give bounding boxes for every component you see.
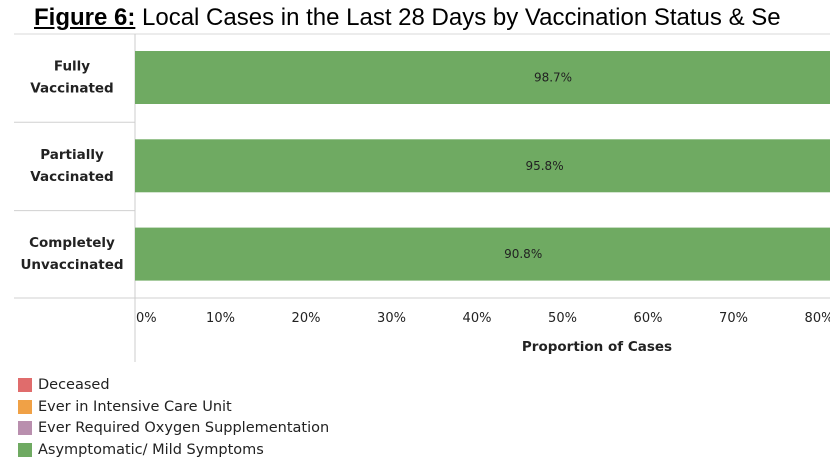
legend-label: Ever Required Oxygen Supplementation (38, 420, 330, 437)
x-tick-label: 80% (805, 311, 830, 326)
bar-segment (135, 227, 830, 281)
x-tick-label: 50% (548, 311, 577, 326)
legend-label: Deceased (38, 376, 110, 393)
data-label: 90.8% (504, 247, 542, 261)
legend-item-oxygen: Ever Required Oxygen Supplementation (18, 417, 329, 439)
legend-swatch (18, 442, 32, 457)
chart-title: Figure 6: Local Cases in the Last 28 Day… (34, 4, 781, 32)
legend-swatch (18, 421, 32, 436)
data-label: 98.7% (534, 71, 572, 85)
x-axis-label: Proportion of Cases (522, 339, 672, 355)
bar-segment (135, 139, 830, 193)
legend-swatch (18, 399, 32, 414)
legend-item-deceased: Deceased (18, 374, 329, 396)
legend: Deceased Ever in Intensive Care Unit Eve… (18, 374, 329, 461)
data-label: 95.8% (525, 159, 563, 173)
x-tick-label: 70% (719, 311, 748, 326)
legend-swatch (18, 377, 32, 392)
x-tick-label: 10% (206, 311, 235, 326)
x-tick-label: 60% (634, 311, 663, 326)
stacked-bar-chart: Fully Vaccinated 98.7% Partially Vaccinated 9… (14, 33, 830, 362)
category-label: Fully Vaccinated (30, 59, 113, 97)
legend-item-asymptomatic: Asymptomatic/ Mild Symptoms (18, 439, 329, 461)
category-label: Completely Unvaccinated (20, 235, 123, 273)
figure-number: Figure 6: (34, 4, 136, 31)
legend-label: Asymptomatic/ Mild Symptoms (38, 441, 264, 458)
x-tick-label: 20% (292, 311, 321, 326)
legend-item-icu: Ever in Intensive Care Unit (18, 396, 329, 418)
x-tick-label: 40% (463, 311, 492, 326)
bar-segment (135, 51, 830, 104)
x-tick-label: 30% (377, 311, 406, 326)
legend-label: Ever in Intensive Care Unit (38, 398, 232, 415)
x-tick-label: 0% (136, 311, 157, 326)
category-label: Partially Vaccinated (30, 147, 113, 185)
title-text: Local Cases in the Last 28 Days by Vacci… (142, 4, 781, 31)
